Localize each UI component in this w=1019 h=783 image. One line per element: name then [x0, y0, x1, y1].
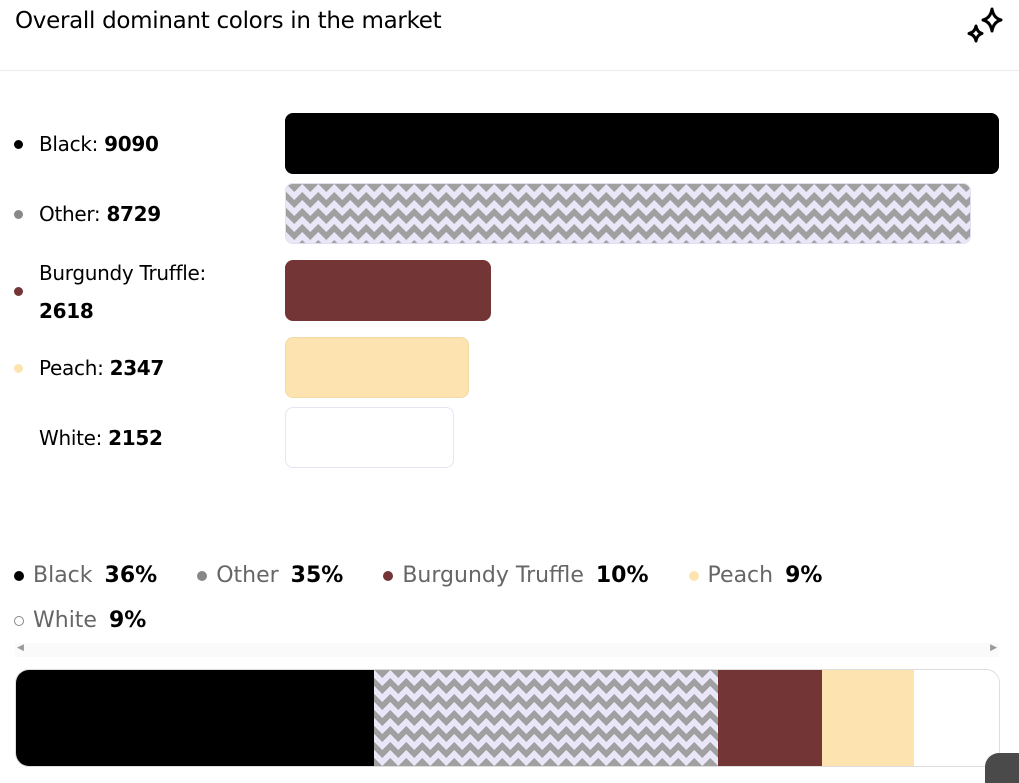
legend-name: White [33, 608, 97, 633]
legend-dot [197, 570, 208, 581]
dot-peach [14, 364, 23, 373]
legend-name: Black [33, 563, 93, 588]
bar-black[interactable] [285, 113, 999, 174]
dot-white [14, 434, 23, 443]
corner-widget[interactable] [985, 753, 1019, 783]
label-text: Black: [39, 132, 105, 156]
legend-item-black[interactable]: Black 36% [14, 553, 157, 598]
legend-dot [14, 570, 24, 581]
bar-peach[interactable] [285, 337, 470, 398]
chart-title: Overall dominant colors in the market [15, 8, 442, 34]
label-text: Peach: [39, 356, 110, 380]
legend-dot [383, 570, 394, 581]
legend: Black 36% Other 35% Burgundy Truffle 10% Peach… [14, 553, 1004, 643]
label-value: 2152 [108, 426, 163, 450]
legend-item-burgundy-truffle[interactable]: Burgundy Truffle 10% [383, 553, 649, 598]
bar-label-burgundy-truffle: Burgundy Truffle: 2618 [39, 254, 206, 330]
dot-black [14, 140, 23, 149]
legend-item-peach[interactable]: Peach 9% [688, 553, 823, 598]
dot-burgundy-truffle [14, 287, 23, 296]
bar-white[interactable] [285, 407, 455, 468]
legend-percent: 9% [785, 563, 823, 588]
legend-name: Burgundy Truffle [402, 563, 584, 588]
legend-name: Other [216, 563, 279, 588]
label-text: Burgundy Truffle: [39, 261, 206, 285]
label-value: 9090 [104, 132, 159, 156]
label-value: 2347 [109, 356, 165, 380]
stacked-bar [15, 669, 1000, 767]
bar-label-peach: Peach: 2347 [39, 349, 164, 387]
legend-dot [688, 570, 699, 581]
label-text: Other: [39, 202, 107, 226]
legend-percent: 10% [595, 563, 649, 588]
bar-label-other: Other: 8729 [39, 195, 161, 233]
stack-segment-peach[interactable] [821, 670, 915, 766]
label-value: 8729 [106, 202, 161, 226]
header: Overall dominant colors in the market [0, 0, 1019, 71]
bar-label-white: White: 2152 [39, 419, 163, 457]
dot-other [14, 210, 23, 219]
stack-segment-white[interactable] [914, 670, 999, 766]
bar-burgundy-truffle[interactable] [285, 260, 491, 321]
scroll-left-icon[interactable]: ◀ [17, 643, 24, 653]
sparkle-icon[interactable] [964, 4, 1006, 44]
horizontal-scrollbar[interactable]: ◀ ▶ [15, 643, 999, 657]
bar-other[interactable] [285, 183, 971, 244]
legend-dot [14, 615, 24, 626]
scroll-right-icon[interactable]: ▶ [990, 643, 997, 653]
legend-percent: 35% [290, 563, 344, 588]
stack-segment-black[interactable] [16, 670, 375, 766]
label-text: White: [39, 426, 109, 450]
stack-segment-other[interactable] [374, 670, 719, 766]
legend-percent: 36% [104, 563, 158, 588]
label-value: 2618 [39, 299, 94, 323]
legend-item-white[interactable]: White 9% [14, 598, 146, 643]
stack-segment-burgundy-truffle[interactable] [718, 670, 822, 766]
bar-label-black: Black: 9090 [39, 125, 159, 163]
legend-name: Peach [707, 563, 774, 588]
legend-item-other[interactable]: Other 35% [197, 553, 343, 598]
legend-percent: 9% [108, 608, 147, 633]
